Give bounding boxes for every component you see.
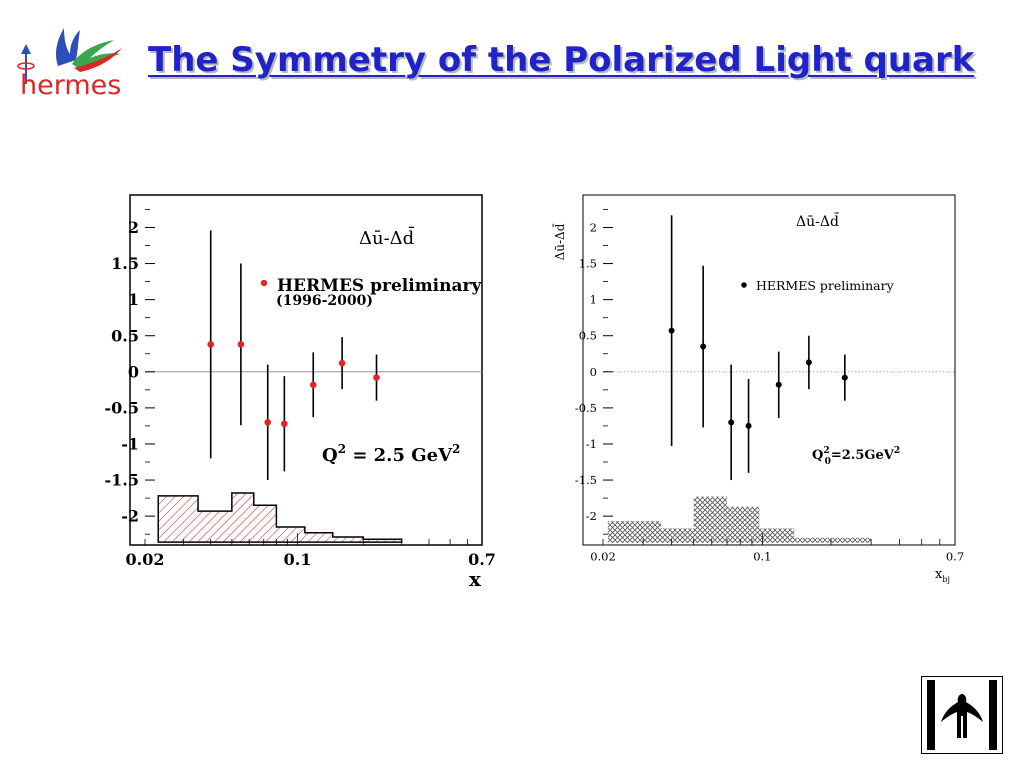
- legend-label: HERMES preliminary: [756, 278, 895, 293]
- emblem-bird-icon: [941, 694, 983, 738]
- emblem-left-bar: [927, 680, 935, 750]
- systematic-band: [607, 496, 872, 543]
- logo-text: hermes: [20, 70, 121, 101]
- y-tick-label: -0.5: [105, 398, 139, 417]
- logo-ring: [17, 62, 35, 70]
- y-tick-label: 0.5: [111, 326, 139, 345]
- data-point: [338, 359, 346, 367]
- x-tick-label: 0.02: [126, 550, 165, 569]
- data-point: [745, 422, 752, 429]
- y-tick-label: 0.5: [579, 329, 597, 343]
- plot-frame: [129, 194, 483, 546]
- x-tick-label: 0.7: [468, 550, 496, 569]
- plot-frame: [582, 194, 956, 546]
- y-tick-label: 1.5: [111, 254, 139, 273]
- data-point: [264, 419, 272, 426]
- x-axis-label: xbj: [935, 567, 950, 584]
- q2-label: Q2 0=2.5GeV2: [812, 446, 900, 467]
- data-point: [700, 343, 707, 350]
- legend-note: (1996-2000): [276, 293, 373, 309]
- data-point: [207, 341, 215, 348]
- x-tick-label: 0.7: [946, 550, 964, 564]
- logo-wing-green: [72, 40, 120, 68]
- y-tick-label: 1.5: [579, 257, 597, 271]
- data-point: [309, 381, 317, 389]
- y-tick-label: 2: [128, 218, 139, 237]
- university-emblem: [921, 676, 1003, 754]
- data-point: [281, 420, 288, 428]
- x-tick-label: 0.1: [284, 550, 312, 569]
- y-tick-label: 0: [590, 365, 597, 379]
- y-tick-label: -1: [121, 435, 139, 454]
- y-tick-label: -1: [586, 437, 597, 451]
- x-tick-label: 0.02: [590, 550, 616, 564]
- chart-right: 21.510.50-0.5-1-1.5-20.02 0.1 0.7 Δū-Δd̄ …: [551, 194, 964, 584]
- y-tick-label: -1.5: [105, 471, 139, 490]
- data-point: [841, 374, 848, 381]
- y-tick-label: -0.5: [575, 401, 597, 415]
- quantity-label: Δū-Δd̄: [359, 225, 415, 249]
- hermes-logo: hermes: [17, 28, 122, 101]
- q2-label: Q2 = 2.5 GeV2: [322, 442, 460, 466]
- y-tick-label: 1: [590, 293, 597, 307]
- emblem-right-bar: [989, 680, 997, 750]
- y-tick-label: 2: [590, 220, 597, 234]
- logo-arrow-head: [21, 44, 31, 54]
- x-tick-label: 0.1: [753, 550, 771, 564]
- page-title: The Symmetry of the Polarized Light quar…: [148, 40, 975, 80]
- chart-left: 21.510.50-0.5-1-1.5-20.02 0.1 0.7 Δū-Δd̄ …: [105, 194, 496, 591]
- quantity-label: Δū-Δd̄: [796, 212, 839, 230]
- y-tick-label: -2: [586, 509, 597, 523]
- x-axis-label: x: [469, 567, 482, 591]
- data-point: [668, 327, 675, 334]
- data-point: [775, 381, 782, 388]
- data-point: [728, 419, 735, 426]
- y-tick-label: 1: [128, 290, 139, 309]
- legend-marker: [741, 282, 747, 288]
- data-point: [805, 359, 812, 366]
- data-point: [237, 341, 245, 348]
- y-axis-label: Δū-Δd̄: [551, 223, 567, 260]
- legend-label: HERMES preliminary: [277, 276, 482, 296]
- legend-marker: [260, 279, 268, 287]
- y-tick-label: -1.5: [575, 473, 597, 487]
- y-tick-label: -2: [121, 507, 139, 526]
- logo-wing-red: [74, 48, 122, 72]
- logo-wing-blue: [56, 28, 80, 66]
- data-point: [373, 374, 380, 381]
- y-tick-label: 0: [128, 362, 139, 381]
